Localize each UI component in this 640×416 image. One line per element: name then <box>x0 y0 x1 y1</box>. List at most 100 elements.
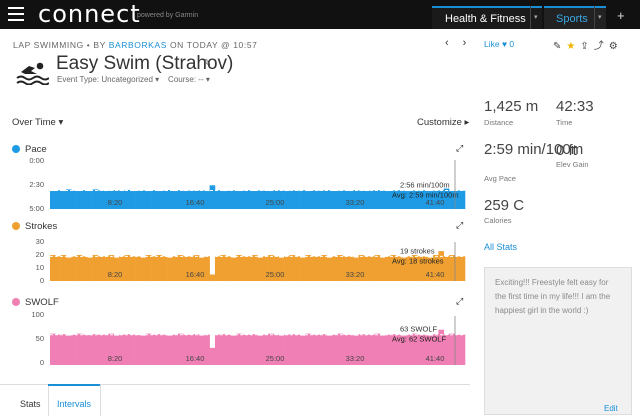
bar <box>188 256 194 281</box>
edit-pencil-icon[interactable]: ✎ <box>553 41 567 52</box>
bar <box>140 190 147 209</box>
bar <box>183 256 189 281</box>
bar <box>108 333 115 365</box>
bar <box>379 257 386 281</box>
bar <box>326 335 333 365</box>
bar <box>289 190 296 209</box>
bar <box>347 191 354 209</box>
bar <box>347 256 354 281</box>
bar <box>358 190 365 209</box>
distance-value: 1,425 m <box>484 98 539 115</box>
bar <box>347 334 354 365</box>
over-time-dropdown[interactable]: Over Time ▾ <box>12 117 64 128</box>
bar <box>433 255 439 281</box>
bar <box>305 333 311 365</box>
bar <box>81 256 88 281</box>
bar <box>145 255 152 281</box>
all-stats-link[interactable]: All Stats <box>484 242 518 252</box>
bar <box>273 334 280 365</box>
bar <box>214 334 221 365</box>
edit-notes-link[interactable]: Edit <box>604 404 618 413</box>
like-count: 0 <box>509 39 515 49</box>
avg-pace-value: 2:59 min/100m <box>484 141 584 158</box>
bar <box>103 191 109 209</box>
bar <box>257 257 264 281</box>
tab-intervals[interactable]: Intervals <box>57 399 92 409</box>
bar <box>459 334 466 365</box>
activity-type: LAP SWIMMING <box>13 40 84 50</box>
bar <box>156 334 163 365</box>
bar <box>60 191 67 209</box>
share-icon[interactable]: ⤴ <box>593 41 609 52</box>
bar <box>337 190 343 209</box>
user-link[interactable]: BARBORKAS <box>108 40 167 50</box>
x-tick: 33:20 <box>346 270 365 279</box>
expand-strokes-icon[interactable]: ⤢ <box>456 220 464 230</box>
bar <box>406 334 413 365</box>
activity-toolbar: ✎★⇪⤴⚙ <box>553 37 623 52</box>
y-tick: 100 <box>31 310 44 319</box>
bar <box>92 255 99 281</box>
bar <box>113 257 120 281</box>
edit-title-icon[interactable]: ✎ <box>203 58 212 69</box>
bar <box>156 255 163 281</box>
bar <box>294 190 301 209</box>
bar <box>71 190 77 209</box>
settings-gear-icon[interactable]: ⚙ <box>608 41 623 52</box>
expand-pace-icon[interactable]: ⤢ <box>456 143 464 153</box>
elev-gain-value: 0 ft <box>556 142 577 159</box>
like-button[interactable]: Like ♥ 0 <box>484 39 514 49</box>
bar <box>108 190 115 209</box>
notes-box[interactable]: Exciting!!! Freestyle felt easy for the … <box>484 267 632 415</box>
bar <box>289 334 296 365</box>
pace-plot[interactable]: 8:20 16:40 25:00 33:20 41:40 2:56 min/100mAvg… <box>0 140 470 212</box>
favorite-star-icon[interactable]: ★ <box>566 41 581 52</box>
bar <box>177 190 184 209</box>
event-type-select[interactable]: Event Type: Uncategorized ▾ <box>57 75 160 84</box>
activity-time: ON TODAY @ 10:57 <box>169 40 258 50</box>
powered-by-label: powered by Garmin <box>137 12 199 19</box>
customize-button[interactable]: Customize ▸ <box>417 117 470 128</box>
health-fitness-dropdown-icon[interactable]: ▾ <box>530 6 542 29</box>
marker-label: 19 strokes <box>400 246 435 255</box>
bar <box>449 191 455 209</box>
course-select[interactable]: Course: -- ▾ <box>168 75 210 84</box>
bar <box>427 191 434 209</box>
bar <box>161 334 168 365</box>
prev-activity-icon[interactable]: ‹ <box>445 37 463 49</box>
x-tick: 41:40 <box>426 354 445 363</box>
bar <box>331 191 338 209</box>
bar <box>151 190 157 209</box>
expand-swolf-icon[interactable]: ⤢ <box>456 296 464 306</box>
tab-health-fitness[interactable]: Health & Fitness <box>432 6 542 29</box>
bar <box>438 329 445 365</box>
bar <box>417 334 423 365</box>
connect-logo[interactable]: connect <box>38 0 141 28</box>
bar <box>97 190 104 209</box>
bar <box>135 190 141 209</box>
menu-icon[interactable] <box>8 7 24 21</box>
bar <box>379 335 386 365</box>
bar <box>167 257 173 281</box>
strokes-chart-title: Strokes <box>12 221 57 232</box>
bar <box>390 334 397 365</box>
bar <box>220 255 226 281</box>
next-activity-icon[interactable]: › <box>462 37 481 49</box>
tab-sports[interactable]: Sports <box>544 6 606 29</box>
bar <box>87 335 93 365</box>
bar <box>151 334 157 365</box>
tab-stats[interactable]: Stats <box>20 399 41 409</box>
activity-meta: Event Type: Uncategorized ▾ Course: -- ▾ <box>57 75 210 84</box>
bar <box>55 256 61 281</box>
export-icon[interactable]: ⇪ <box>580 41 594 52</box>
bar <box>135 256 141 281</box>
add-icon[interactable]: + <box>617 8 625 23</box>
sports-dropdown-icon[interactable]: ▾ <box>594 6 606 29</box>
activity-title[interactable]: Easy Swim (Strahov) <box>56 53 234 74</box>
activity-nav: ‹› <box>445 37 480 49</box>
bar <box>113 335 120 365</box>
bar <box>353 335 359 365</box>
bar <box>454 334 460 365</box>
